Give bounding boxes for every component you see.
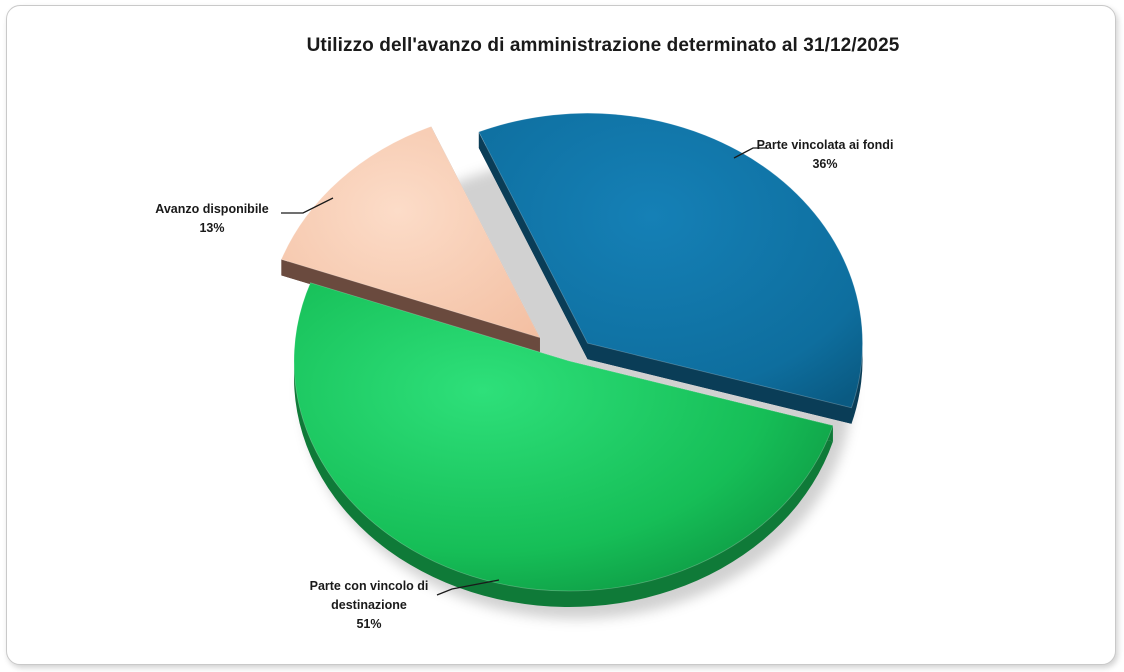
slice-parte-vincolata [478, 112, 863, 424]
slice-avanzo-disponibile-label: Avanzo disponibile 13% [155, 197, 334, 235]
slice-parte-vincolata-label: Parte vincolata ai fondi 36% [733, 138, 894, 171]
slice-parte-vincolata-leader-line [733, 147, 767, 159]
slice-parte-con-vincolo-name: Parte con vincolo di [310, 579, 429, 593]
slice-parte-con-vincolo-leader-line [436, 579, 500, 596]
slice-avanzo-disponibile-percent: 13% [199, 221, 224, 235]
slice-avanzo-disponibile-top [280, 125, 541, 339]
slice-parte-con-vincolo-name: destinazione [331, 598, 407, 612]
slice-parte-con-vincolo-label: Parte con vincolo di destinazione 51% [310, 579, 500, 631]
chart-title: Utilizzo dell'avanzo di amministrazione … [306, 35, 900, 56]
slice-avanzo-disponibile-name: Avanzo disponibile [155, 202, 268, 216]
slice-parte-vincolata-face [587, 343, 852, 424]
slice-parte-vincolata-face [478, 131, 588, 360]
slice-parte-con-vincolo-percent: 51% [356, 617, 381, 631]
slice-parte-con-vincolo [293, 282, 834, 607]
slice-parte-vincolata-percent: 36% [812, 157, 837, 171]
slice-avanzo-disponibile-face [281, 259, 540, 354]
slice-avanzo-disponibile-leader-line [281, 197, 334, 214]
chart-frame: Utilizzo dell'avanzo di amministrazione … [6, 5, 1116, 665]
slice-parte-vincolata-top [478, 112, 863, 409]
pie-chart: Parte vincolata ai fondi 36% Parte con vin… [155, 112, 894, 631]
slice-parte-con-vincolo-top [293, 282, 834, 592]
slice-parte-vincolata-name: Parte vincolata ai fondi [757, 138, 894, 152]
slice-avanzo-disponibile [280, 125, 541, 354]
